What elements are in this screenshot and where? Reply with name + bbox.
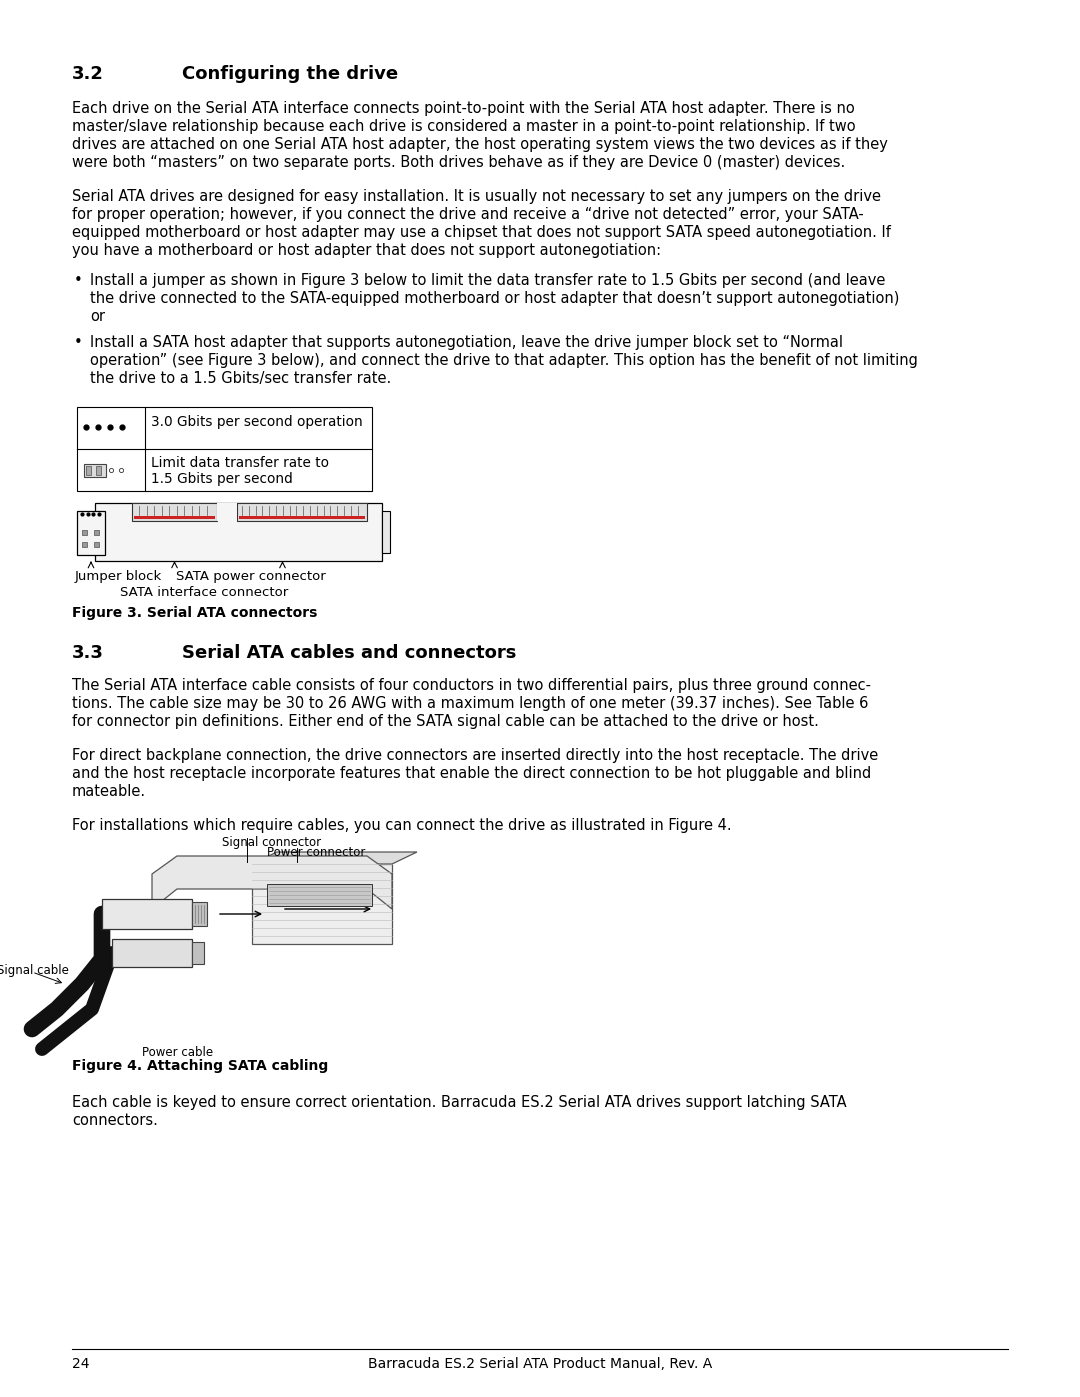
Text: Limit data transfer rate to: Limit data transfer rate to [151,455,329,469]
Bar [102,900,192,929]
Text: Power cable: Power cable [141,1046,213,1059]
Bar [267,884,372,907]
Text: for proper operation; however, if you connect the drive and receive a “drive not: for proper operation; however, if you co… [72,207,864,222]
Bar [237,503,367,521]
Text: master/slave relationship because each drive is considered a master in a point-t: master/slave relationship because each d… [72,119,855,134]
Text: were both “masters” on two separate ports. Both drives behave as if they are Dev: were both “masters” on two separate port… [72,155,846,170]
Text: Each cable is keyed to ensure correct orientation. Barracuda ES.2 Serial ATA dri: Each cable is keyed to ensure correct or… [72,1095,847,1111]
Bar [94,529,99,535]
Text: operation” (see Figure 3 below), and connect the drive to that adapter. This opt: operation” (see Figure 3 below), and con… [90,353,918,367]
Bar [112,939,192,967]
Text: 3.0 Gbits per second operation: 3.0 Gbits per second operation [151,415,363,429]
Text: mateable.: mateable. [72,784,146,799]
Text: for connector pin definitions. Either end of the SATA signal cable can be attach: for connector pin definitions. Either en… [72,714,819,729]
Bar [82,542,87,548]
Bar [239,515,365,520]
Text: the drive connected to the SATA-equipped motherboard or host adapter that doesn’: the drive connected to the SATA-equipped… [90,291,900,306]
Text: or: or [90,309,105,324]
Text: you have a motherboard or host adapter that does not support autonegotiation:: you have a motherboard or host adapter t… [72,243,661,258]
Bar [96,467,102,475]
Bar [192,942,204,964]
Text: For direct backplane connection, the drive connectors are inserted directly into: For direct backplane connection, the dri… [72,747,878,763]
Bar [382,511,390,553]
Text: equipped motherboard or host adapter may use a chipset that does not support SAT: equipped motherboard or host adapter may… [72,225,891,240]
Text: Configuring the drive: Configuring the drive [183,66,399,82]
Polygon shape [252,852,417,863]
Text: tions. The cable size may be 30 to 26 AWG with a maximum length of one meter (39: tions. The cable size may be 30 to 26 AW… [72,696,868,711]
Bar [84,464,106,476]
Text: 1.5 Gbits per second: 1.5 Gbits per second [151,472,293,486]
Bar [86,467,91,475]
Text: For installations which require cables, you can connect the drive as illustrated: For installations which require cables, … [72,819,731,833]
Text: Barracuda ES.2 Serial ATA Product Manual, Rev. A: Barracuda ES.2 Serial ATA Product Manual… [368,1356,712,1370]
Text: Each drive on the Serial ATA interface connects point-to-point with the Serial A: Each drive on the Serial ATA interface c… [72,101,854,116]
Text: and the host receptacle incorporate features that enable the direct connection t: and the host receptacle incorporate feat… [72,766,872,781]
Bar [217,503,237,521]
Bar [94,542,99,548]
Text: Power connector: Power connector [267,847,365,859]
Bar [77,511,105,555]
Text: Install a SATA host adapter that supports autonegotiation, leave the drive jumpe: Install a SATA host adapter that support… [90,335,843,351]
Text: 3.2: 3.2 [72,66,104,82]
Text: Serial ATA cables and connectors: Serial ATA cables and connectors [183,644,516,662]
Text: 3.3: 3.3 [72,644,104,662]
Polygon shape [152,856,392,909]
Text: The Serial ATA interface cable consists of four conductors in two differential p: The Serial ATA interface cable consists … [72,678,870,693]
Text: Figure 3. Serial ATA connectors: Figure 3. Serial ATA connectors [72,606,318,620]
Text: connectors.: connectors. [72,1113,158,1127]
Text: 24: 24 [72,1356,90,1370]
Text: SATA power connector: SATA power connector [176,570,326,583]
Bar [77,407,372,490]
Polygon shape [252,863,392,944]
Text: Jumper block: Jumper block [75,570,162,583]
Bar [132,503,217,521]
Text: •: • [75,335,83,351]
Text: •: • [75,272,83,288]
Text: Serial ATA drives are designed for easy installation. It is usually not necessar: Serial ATA drives are designed for easy … [72,189,881,204]
Bar [82,529,87,535]
Text: Signal cable: Signal cable [0,964,69,977]
Text: SATA interface connector: SATA interface connector [120,585,287,599]
Text: Figure 4. Attaching SATA cabling: Figure 4. Attaching SATA cabling [72,1059,328,1073]
Text: drives are attached on one Serial ATA host adapter, the host operating system vi: drives are attached on one Serial ATA ho… [72,137,888,152]
Bar [134,515,215,520]
Text: Install a jumper as shown in Figure 3 below to limit the data transfer rate to 1: Install a jumper as shown in Figure 3 be… [90,272,886,288]
Text: Signal connector: Signal connector [222,835,321,849]
Bar [95,503,382,562]
Text: the drive to a 1.5 Gbits/sec transfer rate.: the drive to a 1.5 Gbits/sec transfer ra… [90,372,391,386]
Bar [192,902,207,926]
